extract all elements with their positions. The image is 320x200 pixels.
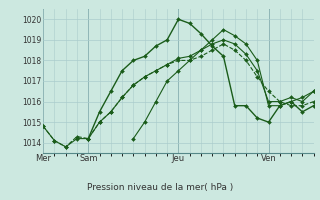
Text: Pression niveau de la mer( hPa ): Pression niveau de la mer( hPa ) [87,183,233,192]
